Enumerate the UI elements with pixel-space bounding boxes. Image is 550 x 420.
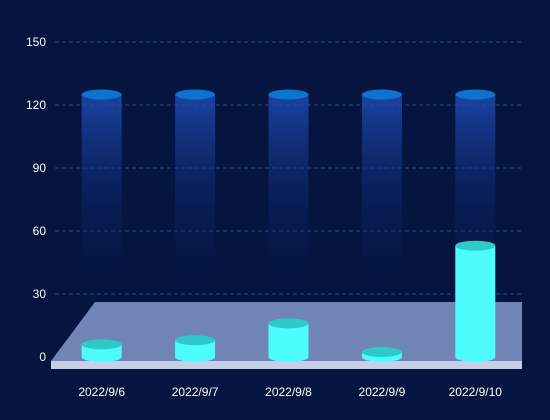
- x-tick-label: 2022/9/9: [359, 385, 406, 399]
- y-axis-tick-labels: 0 30 60 90 120 150: [26, 35, 46, 364]
- y-tick-label: 60: [33, 224, 47, 238]
- bar-base: [268, 352, 309, 362]
- bar: [455, 245, 496, 357]
- bar-base: [81, 352, 122, 362]
- background-bar: [268, 94, 309, 302]
- floor-front-edge: [51, 361, 522, 369]
- background-bar-cap: [455, 89, 496, 100]
- background-bar: [81, 94, 122, 302]
- bar-cap: [361, 347, 402, 357]
- background-bar: [361, 94, 402, 302]
- bar-cap: [175, 335, 216, 346]
- bar-base: [455, 352, 496, 362]
- y-tick-label: 90: [33, 161, 47, 175]
- bar-cap: [455, 240, 496, 251]
- background-bar-cap: [175, 89, 216, 100]
- data-bars: [81, 240, 496, 362]
- x-tick-label: 2022/9/7: [172, 385, 219, 399]
- x-tick-label: 2022/9/6: [78, 385, 125, 399]
- bar-cap: [81, 339, 122, 350]
- bar-base: [175, 352, 216, 362]
- x-tick-label: 2022/9/8: [265, 385, 312, 399]
- y-tick-label: 150: [26, 35, 46, 49]
- background-bar-cap: [81, 89, 122, 100]
- x-axis-tick-labels: 2022/9/6 2022/9/7 2022/9/8 2022/9/9 2022/9/1…: [78, 385, 502, 399]
- bar: [268, 323, 309, 357]
- background-bar: [175, 94, 216, 302]
- y-tick-label: 120: [26, 98, 46, 112]
- background-bar-cap: [268, 89, 309, 100]
- y-tick-label: 30: [33, 287, 47, 301]
- y-tick-label: 0: [39, 350, 46, 364]
- bar-cap: [268, 318, 309, 329]
- x-tick-label: 2022/9/10: [449, 385, 503, 399]
- background-bar-cap: [361, 89, 402, 100]
